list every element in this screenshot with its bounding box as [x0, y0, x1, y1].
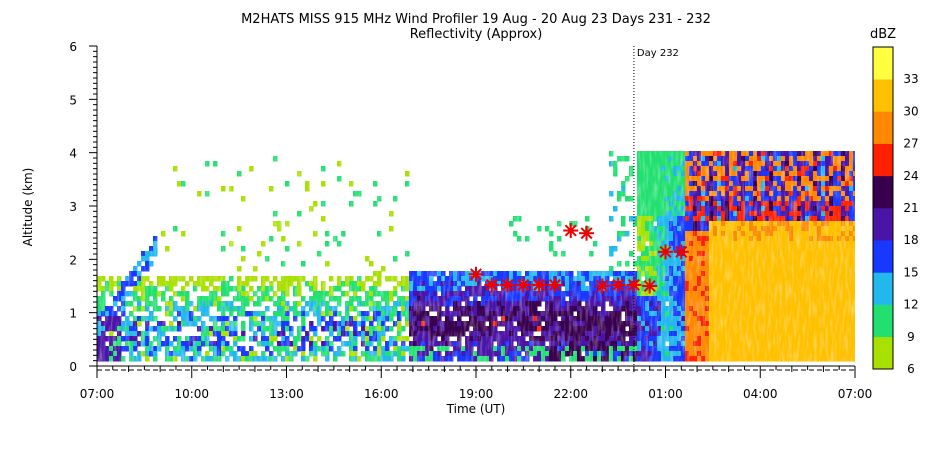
colorbar-segment	[873, 143, 893, 177]
asterisk-stroke	[659, 245, 672, 258]
asterisk-marker	[515, 277, 531, 293]
asterisk-marker	[658, 244, 673, 260]
colorbar-segment	[873, 79, 893, 112]
asterisk-marker	[579, 225, 595, 241]
y-axis-label: Altitude (km)	[21, 168, 35, 247]
y-tick-label: 3	[69, 200, 77, 214]
asterisk-stroke	[548, 278, 561, 291]
asterisk-marker	[673, 244, 689, 260]
x-tick-label: 07:00	[838, 387, 873, 401]
y-tick-label: 2	[69, 253, 77, 267]
x-axis-label: Time (UT)	[446, 402, 506, 416]
asterisk-stroke	[533, 278, 546, 291]
asterisk-stroke	[485, 278, 498, 291]
asterisk-marker	[626, 277, 642, 293]
colorbar-tick-label: 12	[903, 298, 918, 312]
x-tick-label: 16:00	[364, 387, 399, 401]
x-tick-label: 13:00	[269, 387, 304, 401]
asterisk-stroke	[596, 279, 609, 293]
speckle-overlay	[97, 146, 855, 361]
x-tick-label: 04:00	[743, 387, 778, 401]
colorbar-segment	[873, 272, 893, 305]
colorbar-tick-label: 9	[907, 330, 915, 344]
asterisk-marker	[547, 277, 563, 293]
colorbar-frame	[872, 46, 894, 370]
asterisk-stroke	[501, 278, 514, 291]
day-marker-label: Day 232	[637, 48, 679, 59]
x-tick-label: 01:00	[648, 387, 683, 401]
asterisk-marker	[468, 266, 484, 282]
colorbar-segment	[873, 240, 893, 273]
colorbar-segment	[873, 336, 893, 370]
y-axis: 0 1 2 3 4 5 6	[69, 40, 98, 374]
colorbar-tick-label: 6	[907, 362, 915, 376]
y-tick-label: 0	[69, 360, 77, 374]
day-marker: Day 232	[633, 46, 679, 366]
colorbar-segment	[873, 175, 893, 209]
x-tick-label: 22:00	[553, 387, 588, 401]
asterisk-stroke	[675, 245, 688, 258]
asterisk-marker	[642, 278, 658, 294]
asterisk-marker	[594, 278, 610, 294]
colorbar-tick-label: 15	[903, 265, 918, 279]
colorbar-tick-label: 24	[903, 169, 918, 183]
x-axis: 07:00 10:00 13:00 16:00 19:00 22:00 01:00 04:00…	[80, 365, 873, 401]
colorbar-segment	[873, 208, 893, 241]
asterisk-stroke	[517, 278, 530, 291]
asterisk-stroke	[469, 268, 483, 281]
colorbar-tick-label: 30	[903, 104, 918, 118]
chart-subtitle: Reflectivity (Approx)	[410, 27, 543, 42]
asterisk-marker	[484, 277, 500, 293]
asterisk-stroke	[627, 278, 640, 291]
y-tick-label: 5	[69, 93, 77, 107]
marker-layer	[468, 223, 689, 294]
y-tick-label: 1	[69, 307, 77, 321]
asterisk-stroke	[564, 224, 577, 237]
x-tick-label: 10:00	[174, 387, 209, 401]
colorbar-segment	[873, 304, 893, 338]
asterisk-marker	[531, 277, 547, 293]
colorbar-tick-label: 27	[903, 137, 918, 151]
colorbar-tick-label: 21	[903, 201, 918, 215]
asterisk-stroke	[580, 227, 593, 240]
colorbar-tick-label: 33	[903, 72, 918, 86]
chart-title: M2HATS MISS 915 MHz Wind Profiler 19 Aug…	[241, 12, 711, 27]
y-tick-label: 4	[69, 147, 77, 161]
asterisk-stroke	[612, 278, 625, 291]
asterisk-marker	[610, 277, 626, 293]
colorbar-unit: dBZ	[870, 27, 896, 42]
asterisk-stroke	[643, 279, 656, 293]
colorbar-tick-label: 18	[903, 233, 918, 247]
colorbar-segment	[873, 111, 893, 144]
y-tick-label: 6	[69, 40, 77, 54]
asterisk-marker	[563, 223, 579, 239]
asterisk-marker	[500, 277, 516, 293]
x-tick-label: 19:00	[459, 387, 494, 401]
x-tick-label: 07:00	[80, 387, 115, 401]
colorbar: 6 9 12 15 18 21 24 27 30 33	[872, 46, 919, 376]
colorbar-segment	[873, 47, 893, 80]
